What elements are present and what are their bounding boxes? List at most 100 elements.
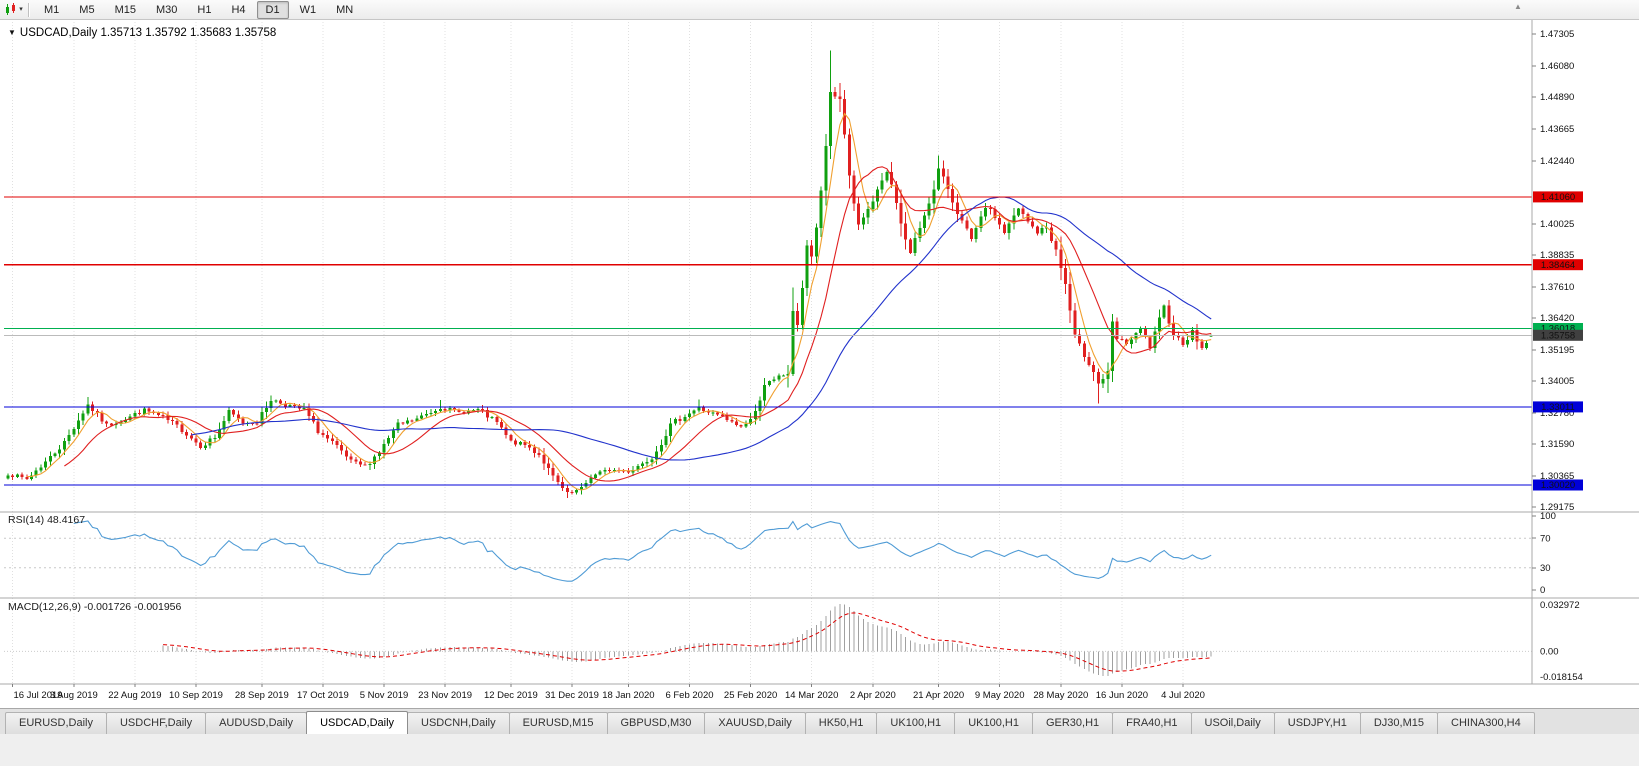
tab-china300-h4[interactable]: CHINA300,H4 <box>1437 712 1535 734</box>
tab-usoil-daily[interactable]: USOil,Daily <box>1190 712 1275 734</box>
svg-text:16 Jun 2020: 16 Jun 2020 <box>1096 690 1148 701</box>
timeframe-button-h1[interactable]: H1 <box>197 3 212 16</box>
svg-text:0.032972: 0.032972 <box>1540 600 1580 611</box>
svg-text:10 Sep 2019: 10 Sep 2019 <box>169 690 223 701</box>
macd-histogram <box>162 604 1212 676</box>
svg-text:0: 0 <box>1540 585 1545 596</box>
svg-text:1.43665: 1.43665 <box>1540 124 1574 135</box>
svg-text:23 Nov 2019: 23 Nov 2019 <box>418 690 472 701</box>
svg-text:1.38464: 1.38464 <box>1541 260 1575 271</box>
tab-dj30-m15[interactable]: DJ30,M15 <box>1359 712 1438 734</box>
svg-text:1.38835: 1.38835 <box>1540 250 1574 261</box>
svg-text:14 Mar 2020: 14 Mar 2020 <box>785 690 838 701</box>
svg-text:31 Dec 2019: 31 Dec 2019 <box>545 690 599 701</box>
svg-text:1.30365: 1.30365 <box>1540 471 1574 482</box>
svg-text:0.00: 0.00 <box>1540 647 1559 658</box>
svg-text:1.31590: 1.31590 <box>1540 439 1574 450</box>
scroll-up-icon[interactable]: ▲ <box>1514 2 1522 11</box>
tab-gbpusd-m30[interactable]: GBPUSD,M30 <box>606 712 706 734</box>
svg-text:3 Aug 2019: 3 Aug 2019 <box>50 690 98 701</box>
svg-text:-0.018154: -0.018154 <box>1540 672 1583 683</box>
tab-eurusd-m15[interactable]: EURUSD,M15 <box>508 712 608 734</box>
svg-text:70: 70 <box>1540 533 1551 544</box>
svg-text:22 Aug 2019: 22 Aug 2019 <box>108 690 161 701</box>
timeframe-toolbar: ▾ M1 M5 M15 M30 H1 H4 D1 W1 MN ▲ <box>0 0 1639 20</box>
svg-text:30: 30 <box>1540 563 1551 574</box>
tab-eurusd-daily[interactable]: EURUSD,Daily <box>5 712 107 734</box>
macd-signal-line <box>163 612 1212 672</box>
svg-text:1.46080: 1.46080 <box>1540 61 1574 72</box>
svg-text:1.42440: 1.42440 <box>1540 156 1574 167</box>
price-axis[interactable]: 1.47305 1.46080 1.44890 1.43665 1.42440 1.400… <box>1532 29 1574 513</box>
toolbar-separator <box>28 2 29 17</box>
svg-text:9 May 2020: 9 May 2020 <box>975 690 1025 701</box>
rsi-panel <box>4 520 1532 582</box>
svg-text:16 Jul 2019: 16 Jul 2019 <box>13 690 62 701</box>
tab-hk50-h1[interactable]: HK50,H1 <box>804 712 878 734</box>
svg-text:4 Jul 2020: 4 Jul 2020 <box>1161 690 1205 701</box>
svg-text:1.29175: 1.29175 <box>1540 502 1574 513</box>
svg-text:1.35758: 1.35758 <box>1541 331 1575 342</box>
timeframe-button-m30[interactable]: M30 <box>155 3 178 16</box>
svg-text:1.47305: 1.47305 <box>1540 29 1574 40</box>
tab-ger30-h1[interactable]: GER30,H1 <box>1031 712 1114 734</box>
tab-uk100-h1[interactable]: UK100,H1 <box>954 712 1033 734</box>
price-chart-canvas[interactable]: 1.47305 1.46080 1.44890 1.43665 1.42440 1.400… <box>0 20 1639 708</box>
timeframe-button-m5[interactable]: M5 <box>79 3 95 16</box>
svg-text:6 Feb 2020: 6 Feb 2020 <box>665 690 713 701</box>
moving-average-lines <box>26 112 1212 491</box>
timeframe-button-w1[interactable]: W1 <box>299 3 317 16</box>
candlestick-series <box>6 50 1213 498</box>
tab-usdcad-daily[interactable]: USDCAD,Daily <box>306 711 409 734</box>
timeframe-button-mn[interactable]: MN <box>336 3 354 16</box>
timeframe-button-group: M1 M5 M15 M30 H1 H4 D1 W1 MN <box>34 0 363 19</box>
svg-text:1.40025: 1.40025 <box>1540 219 1574 230</box>
grid-lines <box>12 22 1184 684</box>
tab-xauusd-daily[interactable]: XAUUSD,Daily <box>704 712 806 734</box>
tab-usdchf-daily[interactable]: USDCHF,Daily <box>105 712 207 734</box>
svg-text:17 Oct 2019: 17 Oct 2019 <box>297 690 349 701</box>
tab-audusd-daily[interactable]: AUDUSD,Daily <box>205 712 308 734</box>
svg-text:1.41060: 1.41060 <box>1541 192 1575 203</box>
svg-text:1.44890: 1.44890 <box>1540 92 1574 103</box>
timeframe-button-h4[interactable]: H4 <box>231 3 246 16</box>
macd-axis: 0.032972 0.00 -0.018154 <box>1540 600 1583 683</box>
horizontal-level-lines[interactable] <box>4 196 1532 486</box>
candlestick-chart-icon <box>6 3 16 15</box>
svg-text:100: 100 <box>1540 511 1556 522</box>
svg-text:1.34005: 1.34005 <box>1540 376 1574 387</box>
svg-text:1.37610: 1.37610 <box>1540 282 1574 293</box>
price-badges: 1.41060 1.38464 1.36018 1.33011 1.30020 1.357… <box>1533 191 1583 491</box>
window-bottom-area <box>0 734 1639 766</box>
timeframe-button-d1[interactable]: D1 <box>256 0 289 19</box>
chart-window[interactable]: 1.47305 1.46080 1.44890 1.43665 1.42440 1.400… <box>0 20 1639 708</box>
timeframe-button-m1[interactable]: M1 <box>44 3 60 16</box>
pane-frame[interactable] <box>0 20 1639 685</box>
svg-text:1.30020: 1.30020 <box>1541 480 1575 491</box>
svg-text:21 Apr 2020: 21 Apr 2020 <box>913 690 964 701</box>
svg-text:1.36420: 1.36420 <box>1540 313 1574 324</box>
tab-usdjpy-h1[interactable]: USDJPY,H1 <box>1273 712 1361 734</box>
svg-text:1.33011: 1.33011 <box>1541 402 1575 413</box>
svg-text:25 Feb 2020: 25 Feb 2020 <box>724 690 777 701</box>
timeframe-button-m15[interactable]: M15 <box>114 3 136 16</box>
svg-text:28 May 2020: 28 May 2020 <box>1033 690 1088 701</box>
svg-text:1.32780: 1.32780 <box>1540 408 1574 419</box>
macd-panel <box>4 604 1532 676</box>
tab-usdcnh-daily[interactable]: USDCNH,Daily <box>407 712 510 734</box>
rsi-axis: 100 70 30 0 <box>1532 511 1556 596</box>
chart-tab-bar: EURUSD,Daily USDCHF,Daily AUDUSD,Daily USDC… <box>0 708 1639 734</box>
tab-uk100-h1[interactable]: UK100,H1 <box>876 712 956 734</box>
svg-text:1.36018: 1.36018 <box>1541 324 1575 335</box>
tab-fra40-h1[interactable]: FRA40,H1 <box>1112 712 1192 734</box>
chevron-down-icon: ▾ <box>19 6 23 13</box>
svg-text:2 Apr 2020: 2 Apr 2020 <box>850 690 896 701</box>
svg-text:12 Dec 2019: 12 Dec 2019 <box>484 690 538 701</box>
svg-text:28 Sep 2019: 28 Sep 2019 <box>235 690 289 701</box>
svg-text:1.35195: 1.35195 <box>1540 345 1574 356</box>
chart-tools-button[interactable]: ▾ <box>3 2 25 18</box>
svg-text:18 Jan 2020: 18 Jan 2020 <box>602 690 654 701</box>
svg-text:5 Nov 2019: 5 Nov 2019 <box>360 690 409 701</box>
